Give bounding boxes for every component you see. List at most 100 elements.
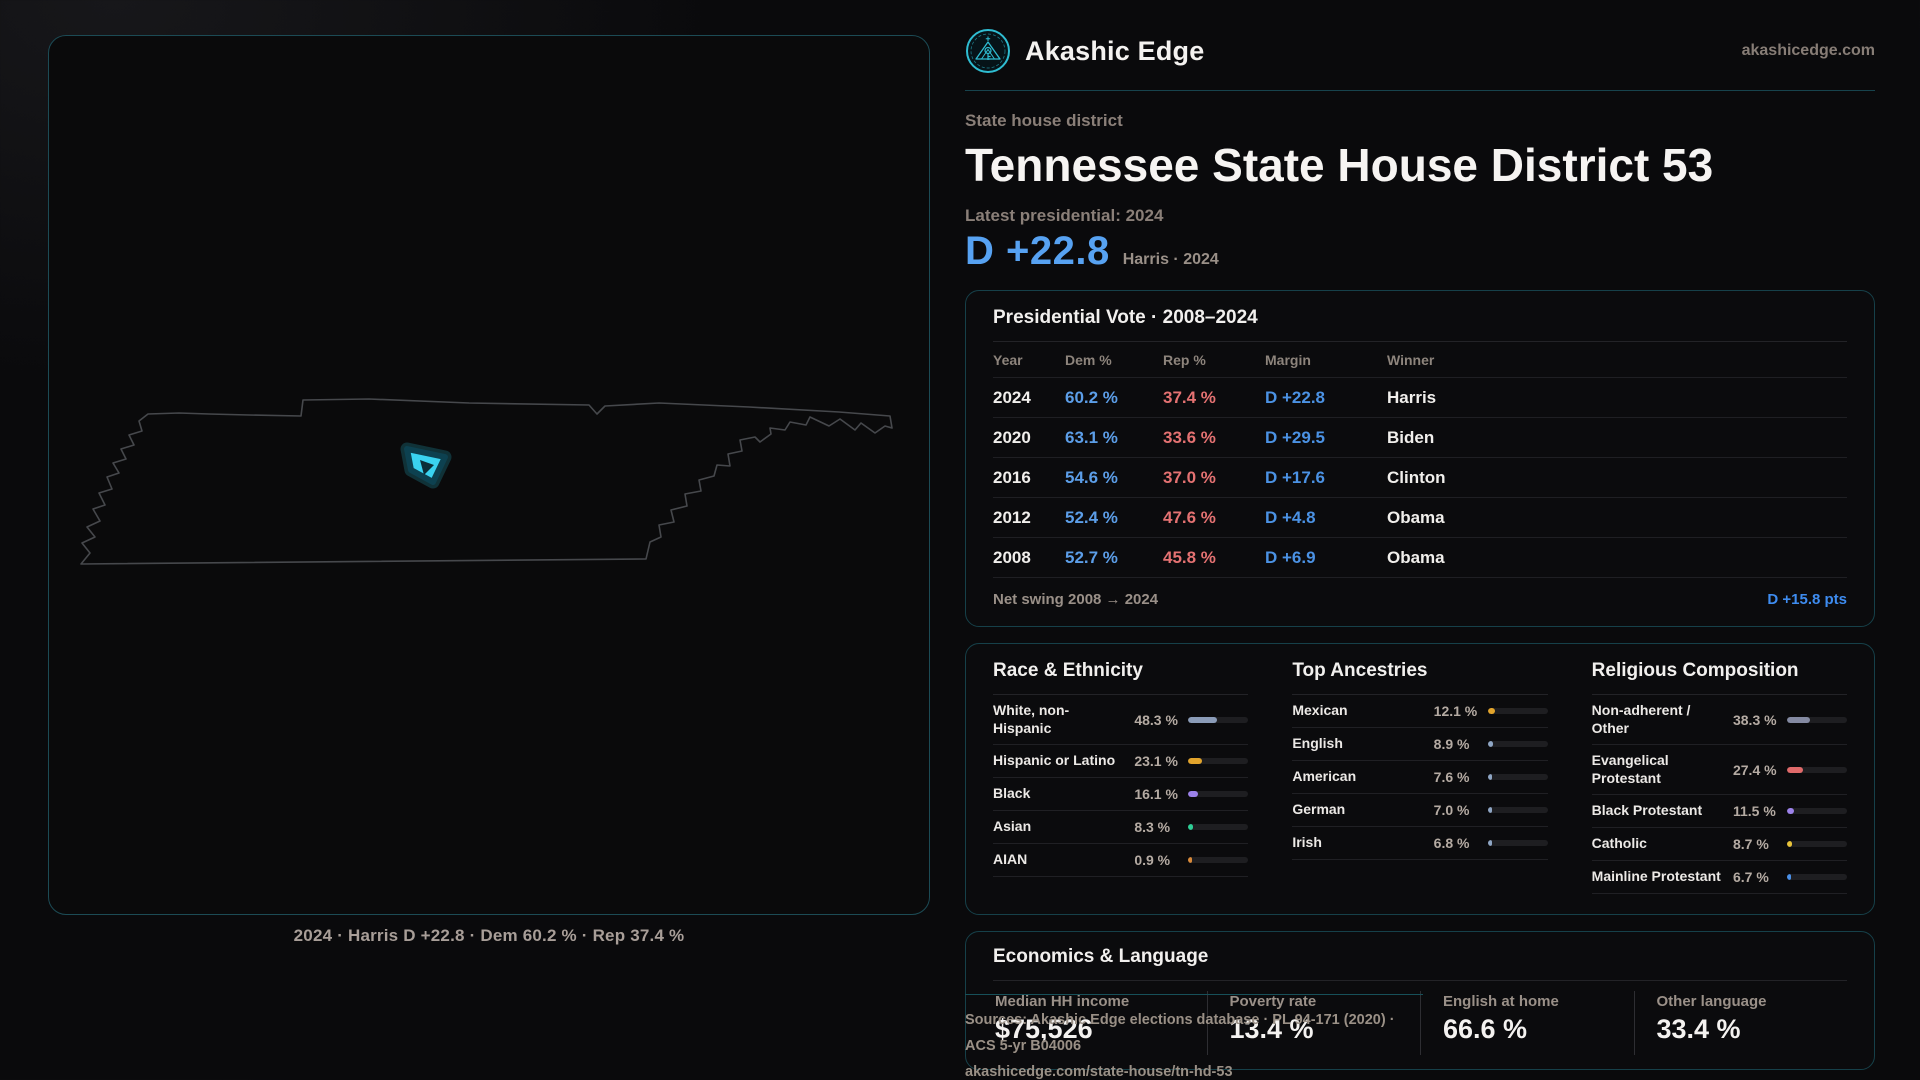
district-53-shape[interactable] <box>400 442 452 489</box>
cell-rep-pct: 37.0 % <box>1163 468 1216 487</box>
column-header-rep: Rep % <box>1163 352 1206 368</box>
sources-link[interactable]: akashicedge.com/state-house/tn-hd-53 <box>965 1064 1233 1080</box>
page-title: Tennessee State House District 53 <box>965 139 1714 191</box>
demo-label: AIAN <box>993 851 1028 868</box>
cell-winner: Clinton <box>1387 468 1446 487</box>
demo-bar <box>1786 716 1847 723</box>
stat-median-hh-income: Median HH income $75,526 <box>993 991 1207 1055</box>
demo-label: Mainline Protestant <box>1591 868 1721 885</box>
stat-value: 13.4 % <box>1229 1014 1314 1044</box>
site-domain-link[interactable]: akashicedge.com <box>1741 42 1875 59</box>
demo-row-german: German 7.0 % <box>1292 794 1548 827</box>
demo-group-title-race: Race & Ethnicity <box>993 660 1249 695</box>
latest-presidential-label: Latest presidential: 2024 <box>965 206 1164 225</box>
demo-row-hispanic-or-latino: Hispanic or Latino 23.1 % <box>993 745 1249 778</box>
demo-label: Evangelical Protestant <box>1591 752 1669 786</box>
demo-label: Asian <box>993 818 1032 835</box>
demo-label: Hispanic or Latino <box>993 752 1116 769</box>
kicker: State house district <box>965 111 1123 130</box>
headline-margin-sub: Harris · 2024 <box>1122 251 1219 268</box>
main-content: Akashic Edge akashicedge.com State house… <box>965 0 1875 1070</box>
cell-year: 2012 <box>993 508 1031 527</box>
demo-value: 6.8 % <box>1433 835 1470 851</box>
demo-bar-fill <box>1487 741 1493 747</box>
cell-rep-pct: 47.6 % <box>1163 508 1216 527</box>
cell-dem-pct: 63.1 % <box>1065 428 1118 447</box>
site-header: Akashic Edge akashicedge.com <box>965 0 1875 91</box>
demo-row-black-protestant: Black Protestant 11.5 % <box>1591 795 1847 828</box>
demo-value: 8.3 % <box>1134 819 1171 835</box>
demo-bar <box>1786 808 1847 814</box>
demo-bar <box>1188 791 1249 797</box>
stat-label: English at home <box>1443 993 1559 1010</box>
demo-bar-fill <box>1786 766 1804 773</box>
demo-value: 16.1 % <box>1134 786 1178 802</box>
tennessee-map <box>80 398 893 565</box>
demographics-card: Race & Ethnicity White, non-Hispanic 48.3 … <box>965 643 1875 915</box>
demo-bar-fill <box>1487 708 1495 714</box>
stat-value: 33.4 % <box>1656 1014 1741 1044</box>
cell-year: 2016 <box>993 468 1031 487</box>
presidential-vote-card: Presidential Vote · 2008–2024 Year Dem % R… <box>965 290 1875 627</box>
demo-bar-fill <box>1188 857 1193 863</box>
cell-year: 2024 <box>993 388 1031 407</box>
demo-bar <box>1487 741 1548 747</box>
demo-bar <box>1786 766 1847 773</box>
demo-row-asian: Asian 8.3 % <box>993 811 1249 844</box>
demo-value: 0.9 % <box>1134 852 1171 868</box>
demo-label: White, non-Hispanic <box>993 702 1070 736</box>
demo-bar-fill <box>1188 791 1198 797</box>
demo-value: 8.9 % <box>1433 736 1470 752</box>
cell-margin: D +6.9 <box>1265 548 1316 567</box>
cell-margin: D +29.5 <box>1265 428 1326 447</box>
cell-margin: D +4.8 <box>1265 508 1316 527</box>
cell-winner: Obama <box>1387 508 1445 527</box>
cell-year: 2020 <box>993 428 1031 447</box>
demo-row-mainline-protestant: Mainline Protestant 6.7 % <box>1591 861 1847 894</box>
demo-bar-fill <box>1188 716 1218 723</box>
demo-label: American <box>1292 768 1357 785</box>
demo-group-race: Race & Ethnicity White, non-Hispanic 48.3 … <box>993 660 1249 877</box>
demo-row-american: American 7.6 % <box>1292 761 1548 794</box>
demo-value: 23.1 % <box>1134 753 1178 769</box>
economics-stats-grid: Median HH income $75,526 Poverty rate 13.4 … <box>993 991 1847 1055</box>
net-swing-label: Net swing 2008 → 2024 <box>993 591 1159 608</box>
demo-bar <box>1487 807 1548 813</box>
cell-margin: D +17.6 <box>1265 468 1326 487</box>
demo-value: 48.3 % <box>1134 711 1178 728</box>
cell-winner: Biden <box>1387 428 1435 447</box>
demo-value: 7.6 % <box>1433 769 1470 785</box>
demo-label: German <box>1292 801 1346 818</box>
demo-row-irish: Irish 6.8 % <box>1292 827 1548 860</box>
demo-row-non-adherent-other: Non-adherent / Other 38.3 % <box>1591 695 1847 745</box>
presidential-row-2016: 2016 54.6 % 37.0 % D +17.6 Clinton <box>993 458 1847 498</box>
cell-year: 2008 <box>993 548 1031 567</box>
headline-margin-value: D +22.8 <box>965 229 1110 273</box>
presidential-table-body: 2024 60.2 % 37.4 % D +22.8 Harris 2020 63.1 % 3… <box>993 378 1847 578</box>
demo-row-english: English 8.9 % <box>1292 728 1548 761</box>
state-outline <box>80 398 893 565</box>
demo-row-catholic: Catholic 8.7 % <box>1591 828 1847 861</box>
brand-name: Akashic Edge <box>1025 35 1205 66</box>
cell-winner: Harris <box>1387 388 1437 407</box>
demo-value: 12.1 % <box>1433 703 1478 719</box>
sources-line1: Sources: Akashic Edge elections database… <box>965 1012 1395 1054</box>
demo-label: Non-adherent / Other <box>1591 702 1691 736</box>
net-swing-row: Net swing 2008 → 2024 D +15.8 pts <box>993 578 1847 612</box>
presidential-vote-title: Presidential Vote · 2008–2024 <box>993 307 1847 342</box>
presidential-table-header: Year Dem % Rep % Margin Winner <box>993 342 1847 378</box>
demo-row-white-non-hispanic: White, non-Hispanic 48.3 % <box>993 695 1249 745</box>
column-header-margin: Margin <box>1265 352 1311 368</box>
demo-bar <box>1487 708 1548 714</box>
demo-value: 6.7 % <box>1732 869 1769 885</box>
demo-bar-fill <box>1487 774 1493 780</box>
demo-value: 11.5 % <box>1732 803 1776 819</box>
demo-bar-fill <box>1786 841 1793 847</box>
demo-value: 38.3 % <box>1732 711 1777 728</box>
akashic-edge-logo-icon <box>965 28 1011 74</box>
sources-footer: Sources: Akashic Edge elections database… <box>965 994 1423 1080</box>
demo-row-aian: AIAN 0.9 % <box>993 844 1249 877</box>
demo-label: Black <box>993 785 1031 802</box>
cell-dem-pct: 52.4 % <box>1065 508 1118 527</box>
demo-bar <box>1487 840 1548 846</box>
